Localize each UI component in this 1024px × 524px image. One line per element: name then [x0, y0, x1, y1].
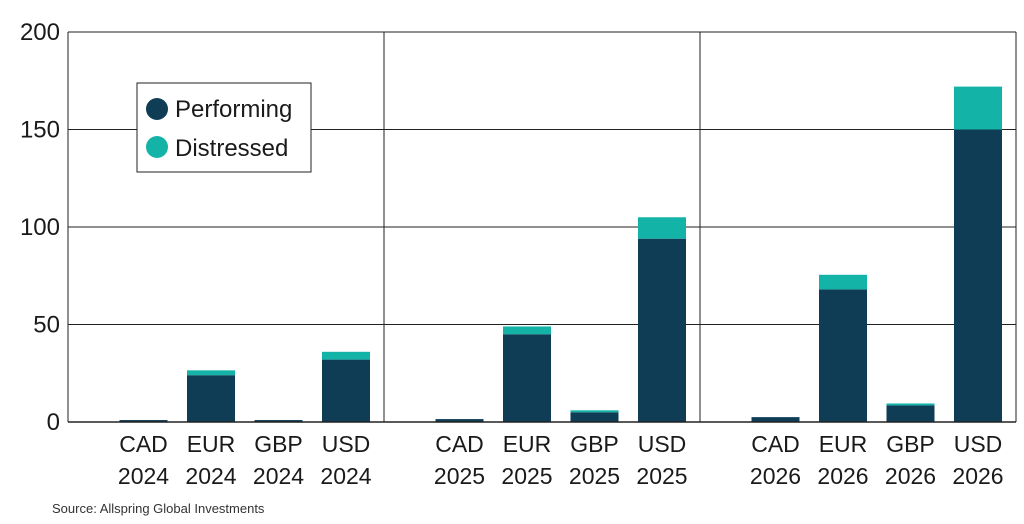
x-tick-year-cad-2024: 2024	[118, 463, 169, 489]
x-tick-label-usd-2024: USD	[322, 431, 371, 457]
y-tick-label-100: 100	[20, 214, 60, 241]
legend: Performing Distressed	[136, 82, 312, 173]
x-tick-label-eur-2024: EUR	[187, 431, 236, 457]
bar-distressed-gbp-2026	[886, 403, 935, 406]
x-tick-year-eur-2025: 2025	[501, 463, 552, 489]
x-tick-year-eur-2024: 2024	[185, 463, 236, 489]
x-tick-year-cad-2025: 2025	[434, 463, 485, 489]
legend-box	[136, 82, 312, 173]
x-tick-year-eur-2026: 2026	[817, 463, 868, 489]
bar-distressed-eur-2025	[503, 326, 551, 335]
bar-distressed-usd-2024	[322, 351, 370, 360]
bar-distressed-eur-2026	[819, 274, 867, 290]
x-tick-year-cad-2026: 2026	[750, 463, 801, 489]
x-tick-label-usd-2026: USD	[954, 431, 1003, 457]
x-tick-label-eur-2026: EUR	[819, 431, 868, 457]
y-tick-label-150: 150	[20, 117, 60, 144]
x-tick-label-cad-2026: CAD	[751, 431, 800, 457]
y-tick-label-0: 0	[47, 409, 60, 436]
x-tick-year-usd-2026: 2026	[952, 463, 1003, 489]
x-tick-label-eur-2025: EUR	[503, 431, 552, 457]
bar-performing-gbp-2026	[886, 405, 935, 422]
bar-performing-cad-2026	[751, 417, 800, 422]
x-tick-label-gbp-2026: GBP	[886, 431, 935, 457]
bar-performing-usd-2025	[638, 238, 686, 422]
legend-distressed-label: Distressed	[175, 135, 288, 162]
x-tick-label-cad-2025: CAD	[435, 431, 484, 457]
bar-performing-cad-2025	[435, 419, 484, 422]
x-tick-year-gbp-2025: 2025	[569, 463, 620, 489]
source-note: Source: Allspring Global Investments	[52, 501, 265, 516]
bar-distressed-usd-2026	[954, 86, 1002, 130]
x-tick-label-usd-2025: USD	[638, 431, 687, 457]
legend-performing-marker	[146, 98, 168, 120]
x-tick-year-gbp-2026: 2026	[885, 463, 936, 489]
bar-performing-eur-2026	[819, 289, 867, 422]
axes	[67, 32, 1017, 423]
bar-performing-eur-2024	[187, 375, 235, 422]
x-tick-label-gbp-2025: GBP	[570, 431, 619, 457]
y-tick-label-50: 50	[33, 312, 60, 339]
bar-performing-usd-2024	[322, 359, 370, 422]
y-tick-label-200: 200	[20, 19, 60, 46]
x-tick-year-gbp-2024: 2024	[253, 463, 304, 489]
bar-distressed-eur-2024	[187, 370, 235, 376]
bar-performing-cad-2024	[119, 420, 168, 422]
bar-performing-gbp-2025	[570, 412, 619, 422]
x-tick-year-usd-2024: 2024	[320, 463, 371, 489]
bars	[119, 86, 1002, 422]
bar-performing-eur-2025	[503, 334, 551, 422]
legend-performing-label: Performing	[175, 96, 292, 123]
legend-distressed-marker	[146, 136, 168, 158]
bar-distressed-gbp-2025	[570, 410, 619, 413]
tick-labels: 0 50 100 150 200 CAD 2024 EUR 2024 GBP 2024 USD 2024…	[20, 19, 1004, 489]
bar-performing-gbp-2024	[254, 420, 303, 422]
bar-distressed-usd-2025	[638, 217, 686, 239]
x-tick-label-cad-2024: CAD	[119, 431, 168, 457]
bar-performing-usd-2026	[954, 129, 1002, 422]
x-tick-label-gbp-2024: GBP	[254, 431, 303, 457]
x-tick-year-usd-2025: 2025	[636, 463, 687, 489]
